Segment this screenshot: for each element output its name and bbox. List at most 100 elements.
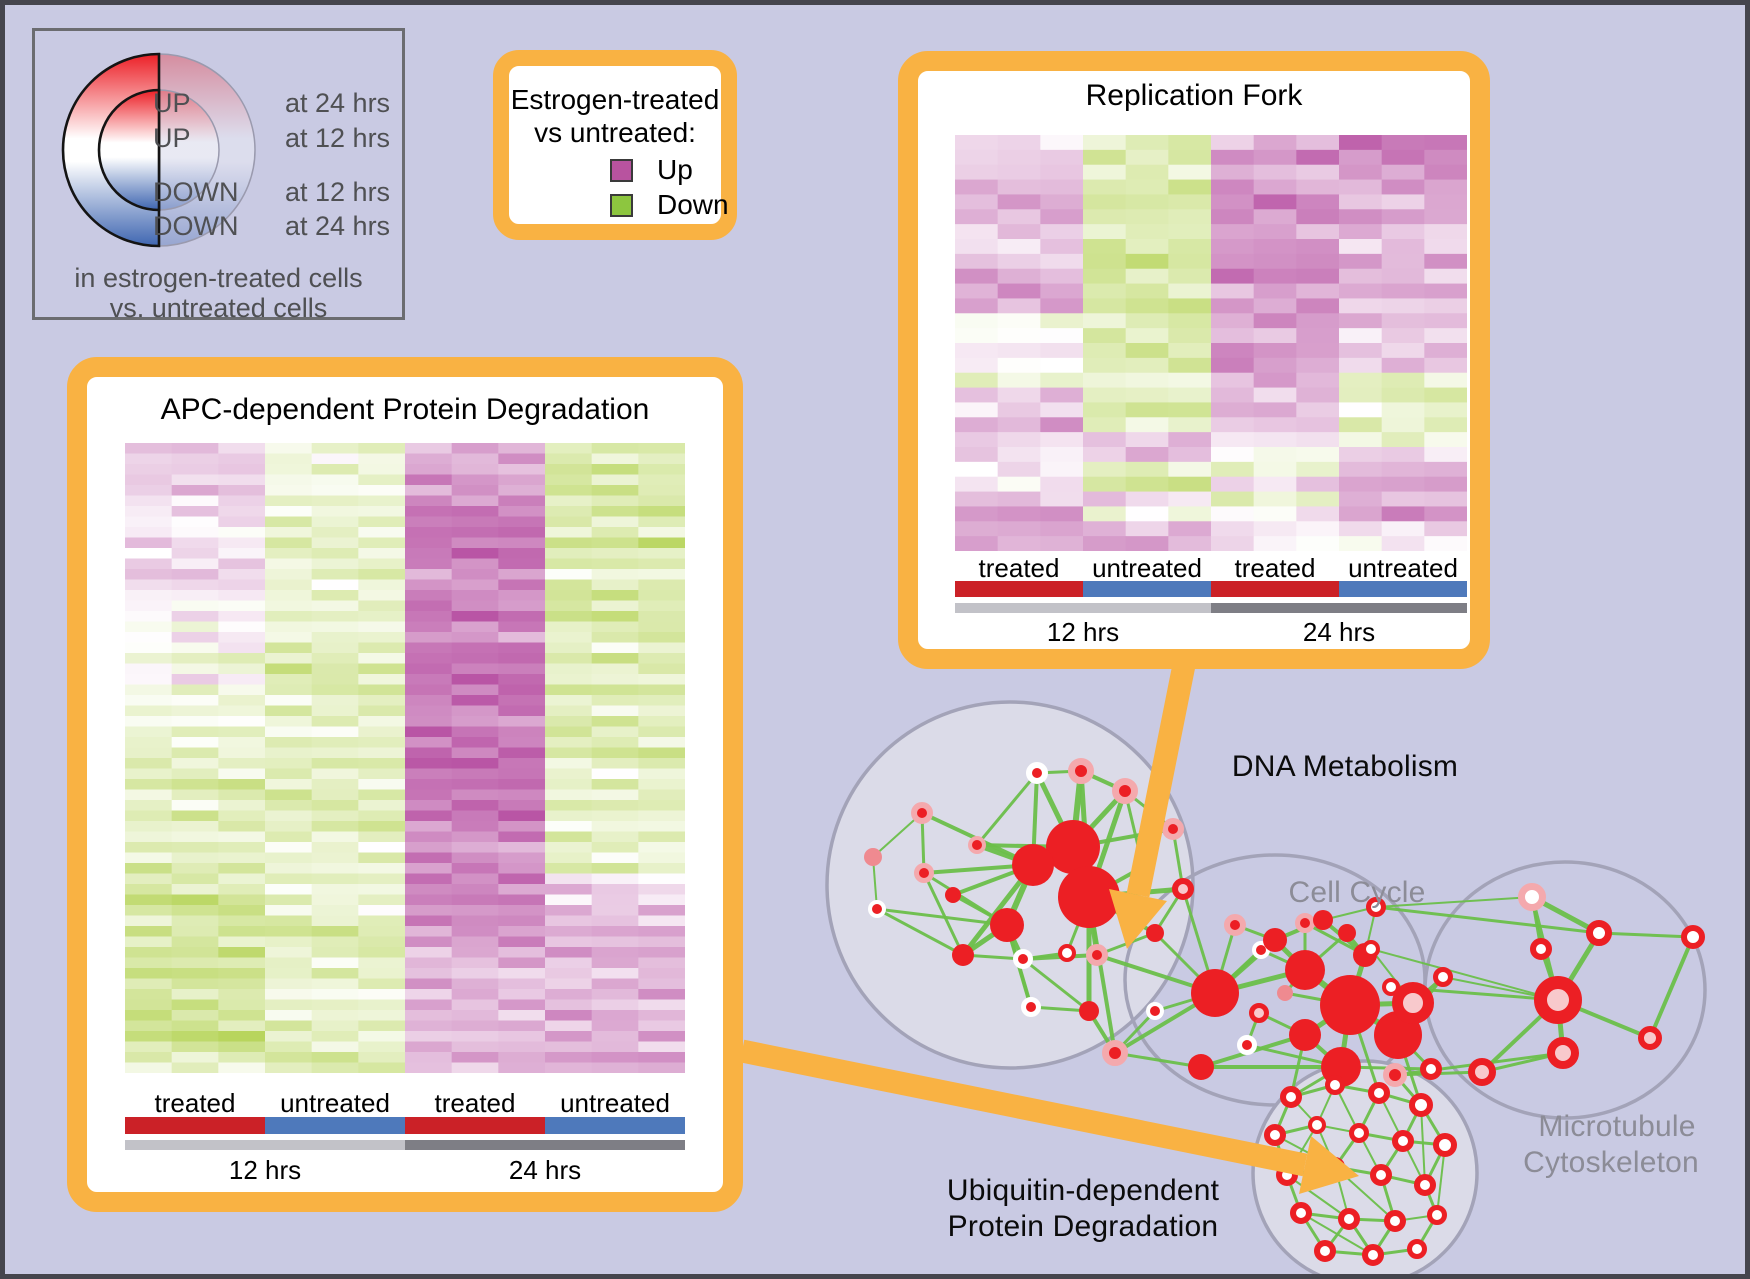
apc-degradation-panel: APC-dependent Protein Degradation treate… [67, 357, 743, 1212]
heatmap-cell [498, 611, 546, 622]
heatmap-cell [1381, 268, 1425, 285]
heatmap-cell [1125, 402, 1169, 418]
heatmap-cell [591, 527, 639, 538]
down-color-swatch [610, 194, 633, 217]
heatmap-cell [638, 1062, 685, 1073]
gene-node-45 [1366, 897, 1386, 917]
heatmap-cell [1211, 461, 1255, 478]
heatmap-cell [498, 726, 546, 738]
heatmap-cell [498, 747, 546, 759]
heatmap-cell [311, 663, 359, 675]
heatmap-cell [125, 684, 173, 696]
heatmap-cell [218, 989, 266, 1000]
heatmap-cell [1253, 506, 1297, 522]
heatmap-cell [1339, 283, 1383, 299]
heatmap-cell [125, 842, 173, 853]
heatmap-cell [171, 1031, 219, 1042]
gene-node-40 [1277, 985, 1293, 1001]
heatmap-cell [1296, 357, 1340, 374]
heatmap-cell [1168, 372, 1212, 389]
heatmap-cell [1381, 135, 1425, 151]
heatmap-cell [358, 915, 406, 927]
heatmap-cell [171, 695, 219, 706]
heatmap-cell [358, 957, 406, 969]
heatmap-cell [1253, 432, 1297, 448]
heatmap-cell [591, 821, 639, 832]
heatmap-cell [265, 926, 313, 937]
heatmap-cell [498, 884, 546, 895]
gene-node-20 [1079, 1001, 1099, 1021]
heatmap-cell [311, 506, 359, 517]
heatmap-cell [1083, 536, 1127, 551]
heatmap-cell [265, 642, 313, 654]
heatmap-cell [498, 705, 546, 717]
heatmap-cell [1083, 521, 1127, 537]
heatmap-cell [1339, 432, 1383, 448]
heatmap-cell [405, 842, 453, 853]
gene-node-4 [864, 848, 882, 866]
heatmap-cell [218, 485, 266, 496]
heatmap-cell [591, 716, 639, 727]
heatmap-cell [638, 1041, 685, 1053]
heatmap-cell [358, 894, 406, 906]
heatmap-cell [171, 768, 219, 780]
heatmap-cell [218, 443, 266, 454]
heatmap-cell [125, 1031, 173, 1042]
heatmap-cell [218, 600, 266, 612]
heatmap-cell [1125, 343, 1169, 359]
heatmap-cell [451, 642, 499, 654]
heatmap-cell [1211, 149, 1255, 166]
heatmap-cell [591, 726, 639, 738]
heatmap-cell [1296, 224, 1340, 240]
heatmap-cell [1168, 268, 1212, 285]
heatmap-cell [405, 632, 453, 643]
heatmap-cell [1339, 343, 1383, 359]
heatmap-cell [265, 852, 313, 864]
heatmap-cell [265, 705, 313, 717]
heatmap-cell [451, 779, 499, 790]
heatmap-cell [125, 558, 173, 570]
heatmap-cell [218, 453, 266, 465]
heatmap-cell [218, 737, 266, 748]
heatmap-cell [1381, 357, 1425, 374]
heatmap-cell [358, 779, 406, 790]
heatmap-cell [498, 443, 546, 454]
gene-node-13 [1013, 949, 1033, 969]
heatmap-cell [997, 194, 1041, 210]
heatmap-cell [498, 905, 546, 916]
gene-node-10 [914, 863, 934, 883]
heatmap-cell [997, 402, 1041, 418]
heatmap-cell [1339, 313, 1383, 329]
heatmap-cell [311, 579, 359, 591]
heatmap-cell [1296, 149, 1340, 166]
heatmap-cell [125, 1041, 173, 1053]
heatmap-cell [498, 1041, 546, 1053]
heatmap-cell [1168, 179, 1212, 195]
heatmap-cell [1339, 239, 1383, 255]
up-12-time: at 12 hrs [285, 123, 391, 153]
heatmap-cell [591, 579, 639, 591]
rf-condition-segment-1 [1083, 581, 1211, 597]
heatmap-cell [125, 957, 173, 969]
apc-time-0: 12 hrs [228, 1155, 302, 1185]
heatmap-cell [1125, 149, 1169, 166]
heatmap-cell [1125, 179, 1169, 195]
heatmap-cell [218, 1010, 266, 1021]
heatmap-cell [311, 653, 359, 664]
heatmap-cell [405, 474, 453, 486]
heatmap-cell [498, 516, 546, 528]
heatmap-cell [171, 684, 219, 696]
heatmap-cell [311, 558, 359, 570]
heatmap-cell [1040, 328, 1084, 344]
heatmap-cell [171, 884, 219, 895]
heatmap-cell [265, 737, 313, 748]
heatmap-cell [171, 863, 219, 874]
heatmap-cell [955, 357, 999, 374]
gene-node-57 [1280, 1086, 1302, 1108]
heatmap-cell [1168, 447, 1212, 463]
heatmap-cell [311, 443, 359, 454]
heatmap-cell [545, 443, 593, 454]
heatmap-cell [1125, 521, 1169, 537]
heatmap-cell [997, 179, 1041, 195]
heatmap-cell [545, 548, 593, 559]
